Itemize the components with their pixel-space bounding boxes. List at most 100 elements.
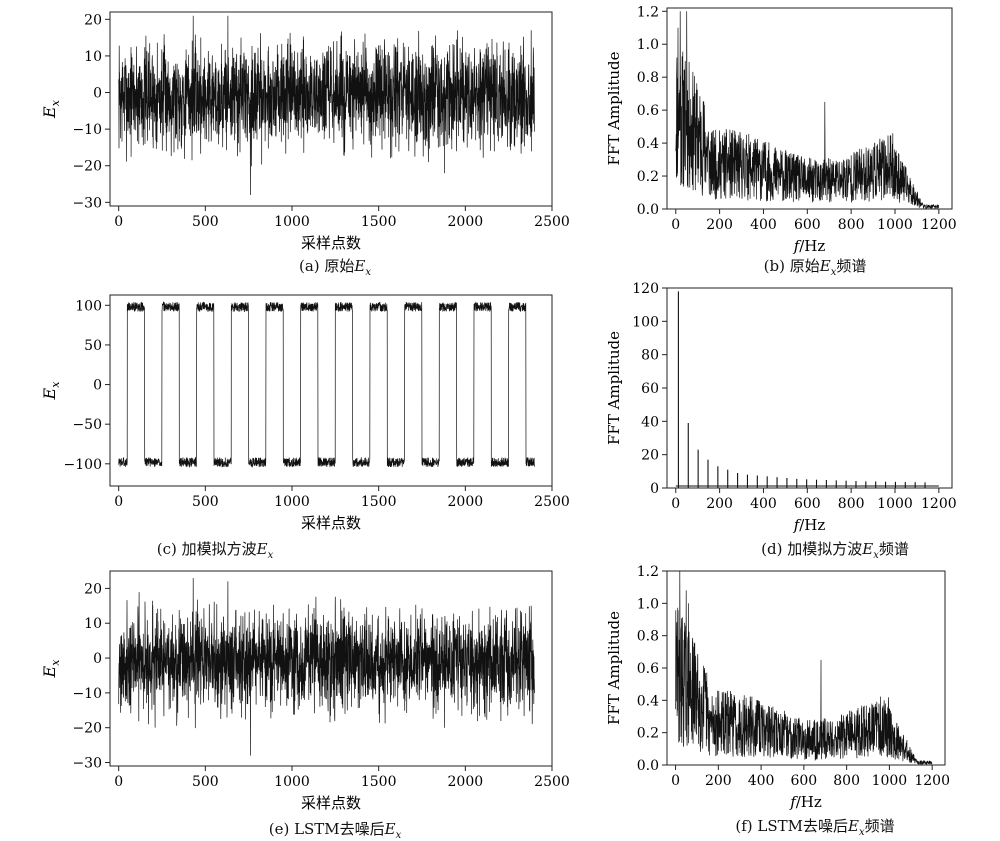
y-tick-label-a: 0: [93, 86, 102, 102]
x-tick-label-e: 2000: [448, 774, 484, 790]
x-tick-label-c: 500: [192, 494, 219, 510]
y-tick-label-b: 0.8: [637, 70, 659, 86]
x-tick-label-f: 200: [705, 773, 732, 789]
x-tick-label-f: 1200: [914, 773, 950, 789]
y-tick-label-b: 1.0: [637, 37, 659, 53]
x-tick-label-f: 0: [671, 773, 680, 789]
y-axis-label-e: Ex: [40, 659, 62, 679]
x-tick-label-a: 1000: [274, 214, 310, 230]
y-tick-label-a: −30: [72, 195, 102, 211]
y-tick-label-d: 0: [650, 481, 659, 497]
y-tick-label-f: 0.8: [637, 629, 659, 645]
y-tick-label-e: −30: [72, 756, 102, 772]
x-tick-label-d: 200: [706, 496, 733, 512]
y-axis-label-a: Ex: [40, 99, 62, 119]
x-tick-label-e: 2500: [534, 774, 570, 790]
y-tick-label-e: 10: [84, 616, 102, 632]
x-axis-label-b: f/Hz: [793, 237, 826, 255]
series-line-f: [675, 571, 933, 765]
caption-e: (e) LSTM去噪后Ex: [268, 820, 402, 841]
series-line-a: [118, 15, 535, 196]
x-tick-label-b: 800: [838, 217, 865, 233]
x-tick-label-a: 1500: [361, 214, 397, 230]
x-tick-label-d: 400: [750, 496, 777, 512]
y-tick-label-a: −10: [72, 122, 102, 138]
y-axis-label-d: FFT Amplitude: [605, 331, 623, 445]
series-line-e: [118, 577, 535, 756]
x-tick-label-f: 1000: [872, 773, 908, 789]
x-tick-label-c: 2500: [534, 494, 570, 510]
y-axis-label-c: Ex: [40, 381, 62, 401]
caption-d: (d) 加模拟方波Ex频谱: [761, 540, 909, 561]
x-tick-label-e: 500: [192, 774, 219, 790]
y-tick-label-c: −50: [72, 417, 102, 433]
y-axis-label-f: FFT Amplitude: [605, 611, 623, 725]
x-tick-label-d: 600: [794, 496, 821, 512]
x-tick-label-e: 0: [114, 774, 123, 790]
y-tick-label-c: −100: [64, 457, 102, 473]
y-tick-label-e: −10: [72, 686, 102, 702]
y-tick-label-d: 60: [641, 381, 659, 397]
caption-c: (c) 加模拟方波Ex: [156, 540, 274, 561]
x-tick-label-d: 800: [838, 496, 865, 512]
x-tick-label-a: 500: [192, 214, 219, 230]
y-tick-label-d: 80: [641, 348, 659, 364]
x-axis-label-c: 采样点数: [301, 514, 361, 532]
x-tick-label-c: 0: [114, 494, 123, 510]
x-tick-label-a: 0: [114, 214, 123, 230]
y-tick-label-f: 0.6: [637, 661, 659, 677]
y-tick-label-b: 0.4: [637, 136, 659, 152]
y-tick-label-e: 20: [84, 581, 102, 597]
y-axis-label-b: FFT Amplitude: [605, 51, 623, 165]
x-tick-label-d: 1200: [921, 496, 957, 512]
x-tick-label-b: 1000: [877, 217, 913, 233]
plot-frame-e: [109, 570, 553, 767]
x-tick-label-b: 1200: [921, 217, 957, 233]
y-tick-label-f: 0.2: [637, 726, 659, 742]
x-tick-label-b: 200: [706, 217, 733, 233]
y-tick-label-f: 1.2: [637, 564, 659, 580]
y-tick-label-b: 0.0: [637, 202, 659, 218]
chart-f: 0 200 400 600 800 1000 1200 0.0 0.2 0.4 0.6 0.8 1.0 1…: [605, 564, 950, 811]
chart-a: 0 500 1000 1500 2000 2500 −30 −20 −10 0 10 20 采样点数 Ex: [40, 11, 570, 252]
caption-b: (b) 原始Ex频谱: [763, 257, 867, 278]
y-tick-label-c: 100: [75, 298, 102, 314]
y-tick-label-d: 120: [632, 281, 659, 297]
series-line-b: [675, 11, 939, 209]
x-tick-label-f: 600: [790, 773, 817, 789]
plot-frame-b: [666, 7, 953, 210]
x-tick-label-d: 0: [671, 496, 680, 512]
y-tick-label-d: 100: [632, 314, 659, 330]
y-tick-label-a: −20: [72, 159, 102, 175]
y-tick-label-a: 10: [84, 49, 102, 65]
chart-d: 0 200 400 600 800 1000 1200 0 20 40 60 80 100 120 f/Hz…: [605, 281, 957, 534]
y-tick-label-b: 1.2: [637, 4, 659, 20]
series-line-c: [118, 301, 535, 469]
x-tick-label-c: 1000: [274, 494, 310, 510]
y-tick-label-f: 0.0: [637, 758, 659, 774]
x-tick-label-c: 1500: [361, 494, 397, 510]
x-tick-label-c: 2000: [448, 494, 484, 510]
y-tick-label-a: 20: [84, 12, 102, 28]
y-tick-label-c: 50: [84, 338, 102, 354]
x-tick-label-d: 1000: [877, 496, 913, 512]
caption-a: (a) 原始Ex: [298, 257, 371, 278]
plot-frame-d: [666, 287, 953, 489]
x-axis-label-a: 采样点数: [301, 234, 361, 252]
x-tick-label-f: 800: [833, 773, 860, 789]
y-tick-label-e: −20: [72, 721, 102, 737]
caption-f: (f) LSTM去噪后Ex频谱: [735, 817, 895, 838]
y-tick-label-f: 1.0: [637, 596, 659, 612]
x-tick-label-b: 0: [671, 217, 680, 233]
x-tick-label-e: 1500: [361, 774, 397, 790]
y-tick-label-e: 0: [93, 651, 102, 667]
x-tick-label-a: 2500: [534, 214, 570, 230]
y-tick-label-f: 0.4: [637, 693, 659, 709]
chart-c: 0 500 1000 1500 2000 2500 −100 −50 0 50 100 采样点数 Ex: [40, 294, 570, 532]
y-tick-label-c: 0: [93, 378, 102, 394]
x-axis-label-f: f/Hz: [789, 793, 822, 811]
x-axis-label-d: f/Hz: [793, 516, 826, 534]
y-tick-label-b: 0.6: [637, 103, 659, 119]
x-tick-label-f: 400: [748, 773, 775, 789]
